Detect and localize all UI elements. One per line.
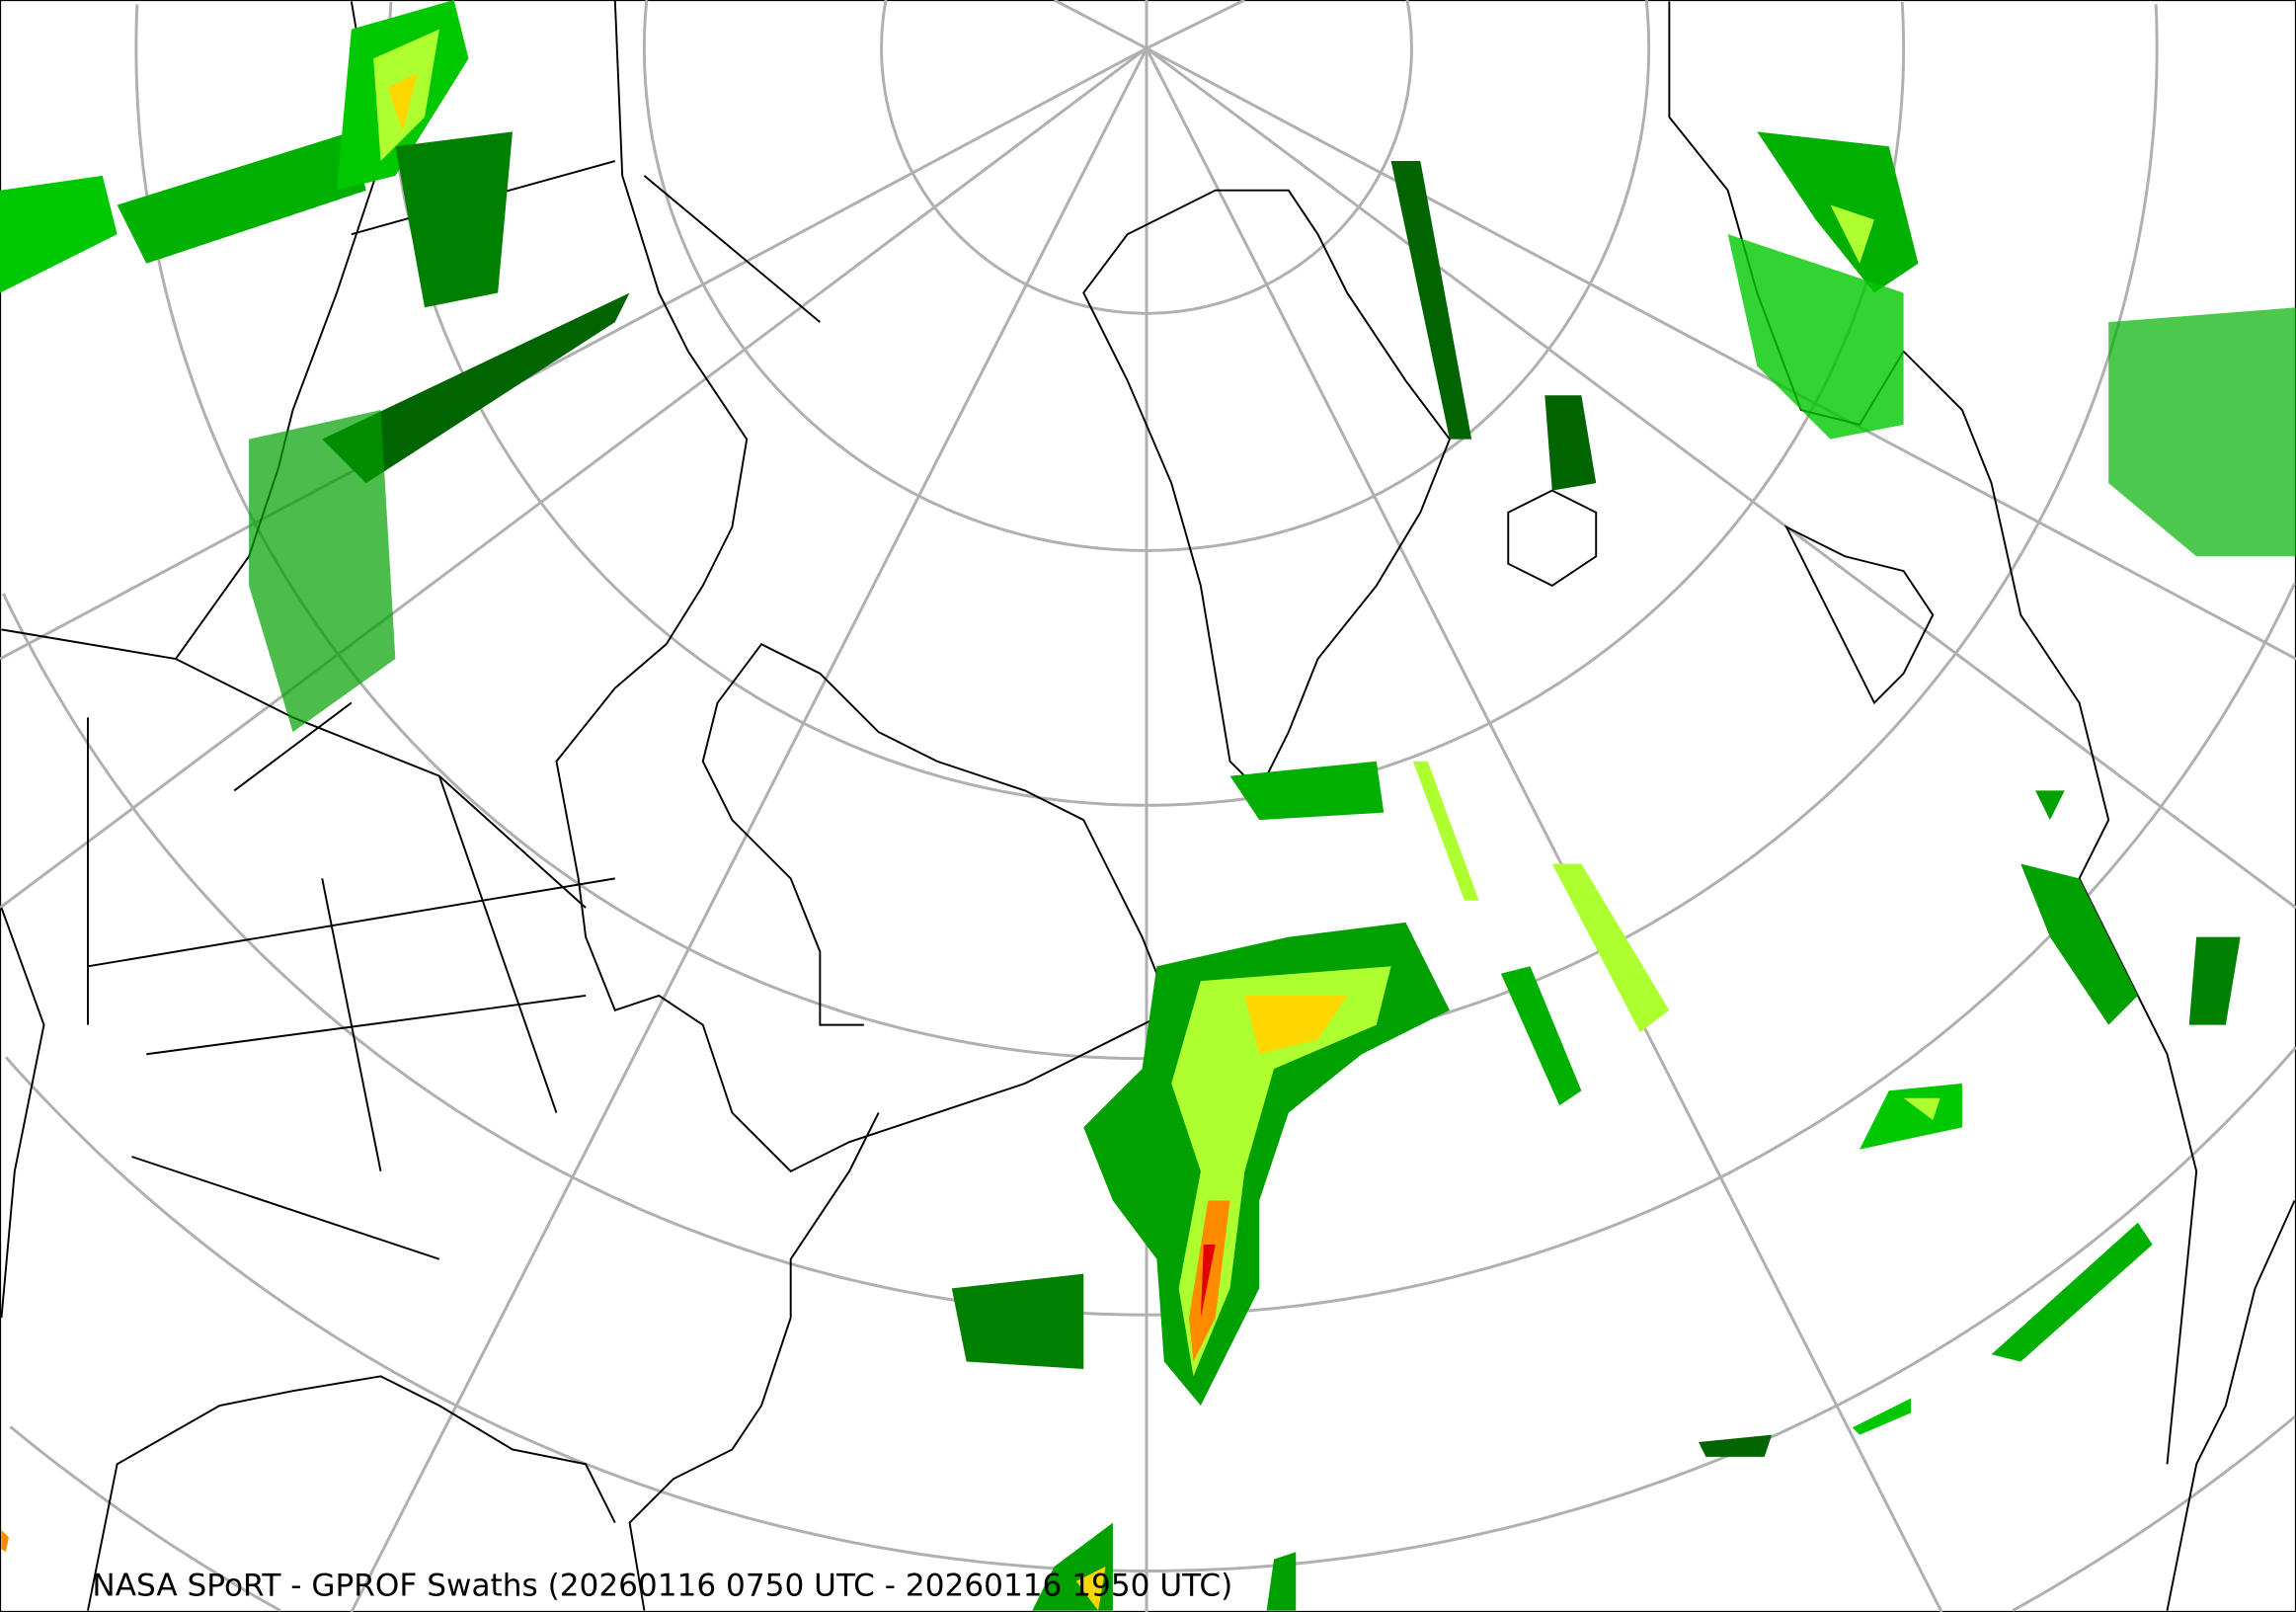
meridian [1145, 47, 1943, 1612]
meridian [1146, 0, 1246, 50]
meridian [0, 46, 1148, 910]
latitude-circle-20 [9, 1415, 2296, 1612]
meridian [1146, 46, 2296, 910]
latitude-circle-40 [2, 583, 2296, 1317]
map-title: NASA SPoRT - GPROF Swaths (20260116 0750… [92, 1569, 1232, 1604]
meridian [0, 46, 1148, 661]
meridian [1053, 0, 1148, 50]
latitude-circle-80 [880, 0, 1413, 315]
latitude-circle-70 [642, 0, 1651, 552]
meridian [1146, 46, 2296, 661]
latitude-circle-30 [4, 1046, 2296, 1572]
meridian [350, 47, 1148, 1612]
